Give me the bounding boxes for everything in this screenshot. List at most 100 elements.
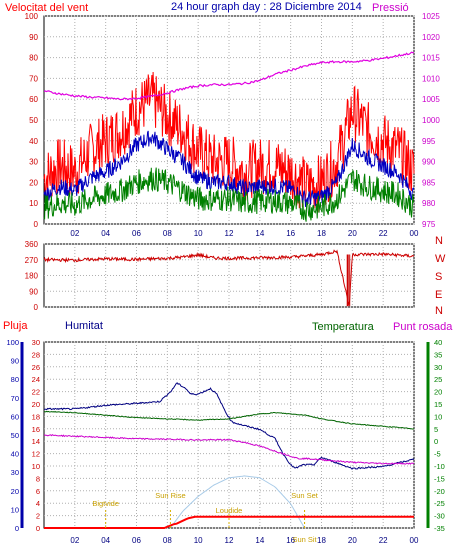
ytick-direction: 90 — [29, 287, 38, 296]
header-wind-label: Velocitat del vent — [5, 2, 88, 14]
series-line-wind-avg — [43, 130, 415, 207]
xtick: 20 — [348, 536, 357, 545]
ytick-rain: 0 — [36, 524, 40, 533]
humidity-label: Humitat — [65, 320, 103, 332]
series-line-dewpoint — [43, 434, 415, 465]
xtick: 18 — [317, 536, 326, 545]
ytick-temperature: 15 — [434, 400, 442, 409]
ytick-temperature: -30 — [434, 512, 445, 521]
xtick: 00 — [410, 536, 419, 545]
ytick-left: 50 — [29, 116, 38, 125]
header-title: 24 hour graph day : 28 Diciembre 2014 — [171, 1, 362, 13]
ytick-humidity: 60 — [11, 412, 19, 421]
compass-label: W — [435, 253, 446, 265]
xtick: 02 — [70, 229, 79, 238]
header-pressure-label: Pressió — [372, 2, 409, 14]
ytick-rain: 4 — [36, 499, 40, 508]
ytick-rain: 10 — [32, 462, 40, 471]
xtick: 02 — [70, 536, 79, 545]
compass-label: S — [435, 271, 442, 283]
series-line-pressure — [43, 51, 415, 101]
ytick-temperature: 25 — [434, 375, 442, 384]
xtick: 12 — [225, 536, 234, 545]
xtick: 14 — [255, 229, 264, 238]
ytick-left: 70 — [29, 74, 38, 83]
ytick-rain: 18 — [32, 412, 40, 421]
annotation-label: Loudide — [216, 506, 243, 515]
ytick-right: 995 — [422, 137, 436, 146]
xtick: 12 — [225, 229, 234, 238]
rain-label: Pluja — [3, 320, 28, 332]
ytick-direction: 270 — [25, 256, 39, 265]
ytick-direction: 0 — [34, 303, 39, 312]
xtick: 08 — [163, 536, 172, 545]
ytick-humidity: 20 — [11, 487, 19, 496]
ytick-left: 100 — [25, 12, 39, 21]
ytick-left: 60 — [29, 95, 38, 104]
xtick: 06 — [132, 229, 141, 238]
xtick: 10 — [194, 229, 203, 238]
ytick-rain: 22 — [32, 388, 40, 397]
ytick-humidity: 30 — [11, 468, 19, 477]
ytick-right: 990 — [422, 158, 436, 167]
ytick-left: 10 — [29, 199, 38, 208]
ytick-right: 1025 — [422, 12, 440, 21]
xtick: 18 — [317, 229, 326, 238]
ytick-temperature: 10 — [434, 412, 442, 421]
xtick: 04 — [101, 536, 110, 545]
ytick-right: 1005 — [422, 95, 440, 104]
ytick-temperature: -20 — [434, 487, 445, 496]
ytick-rain: 6 — [36, 487, 40, 496]
ytick-temperature: 40 — [434, 338, 442, 347]
ytick-right: 1015 — [422, 54, 440, 63]
ytick-direction: 180 — [25, 272, 39, 281]
ytick-left: 20 — [29, 178, 38, 187]
ytick-humidity: 40 — [11, 450, 19, 459]
ytick-temperature: 35 — [434, 350, 442, 359]
compass-label: E — [435, 289, 442, 301]
ytick-right: 1020 — [422, 33, 440, 42]
series-line-direction — [43, 249, 415, 306]
xtick: 06 — [132, 536, 141, 545]
xtick: 22 — [379, 229, 388, 238]
ytick-direction: 360 — [25, 240, 39, 249]
xtick: 04 — [101, 229, 110, 238]
ytick-temperature: 0 — [434, 437, 438, 446]
ytick-temperature: 30 — [434, 363, 442, 372]
sun-arc — [169, 475, 305, 529]
ytick-temperature: -35 — [434, 524, 445, 533]
ytick-left: 90 — [29, 33, 38, 42]
series-line-humidity — [43, 382, 415, 470]
ytick-rain: 30 — [32, 338, 40, 347]
annotation-label: Sun Sit — [292, 535, 317, 544]
xtick: 00 — [410, 229, 419, 238]
ytick-rain: 2 — [36, 512, 40, 521]
ytick-rain: 12 — [32, 450, 40, 459]
series-line-wind-min — [43, 167, 415, 222]
ytick-rain: 20 — [32, 400, 40, 409]
xtick: 16 — [286, 229, 295, 238]
xtick: 14 — [255, 536, 264, 545]
xtick: 10 — [194, 536, 203, 545]
xtick: 08 — [163, 229, 172, 238]
xtick: 22 — [379, 536, 388, 545]
series-line-temperature — [44, 410, 415, 430]
ytick-rain: 16 — [32, 425, 40, 434]
ytick-temperature: -15 — [434, 474, 445, 483]
temperature-label: Temperatura — [312, 321, 375, 333]
humidity-temperature-chart: 3028262422201816141210864201009080706050… — [6, 338, 444, 545]
ytick-right: 985 — [422, 178, 436, 187]
ytick-humidity: 100 — [6, 338, 19, 347]
ytick-right: 975 — [422, 220, 436, 229]
ytick-humidity: 70 — [11, 394, 19, 403]
ytick-humidity: 10 — [11, 505, 19, 514]
series-line-rain — [44, 515, 414, 529]
ytick-temperature: -25 — [434, 499, 445, 508]
ytick-left: 30 — [29, 158, 38, 167]
ytick-humidity: 0 — [15, 524, 19, 533]
ytick-humidity: 50 — [11, 431, 19, 440]
